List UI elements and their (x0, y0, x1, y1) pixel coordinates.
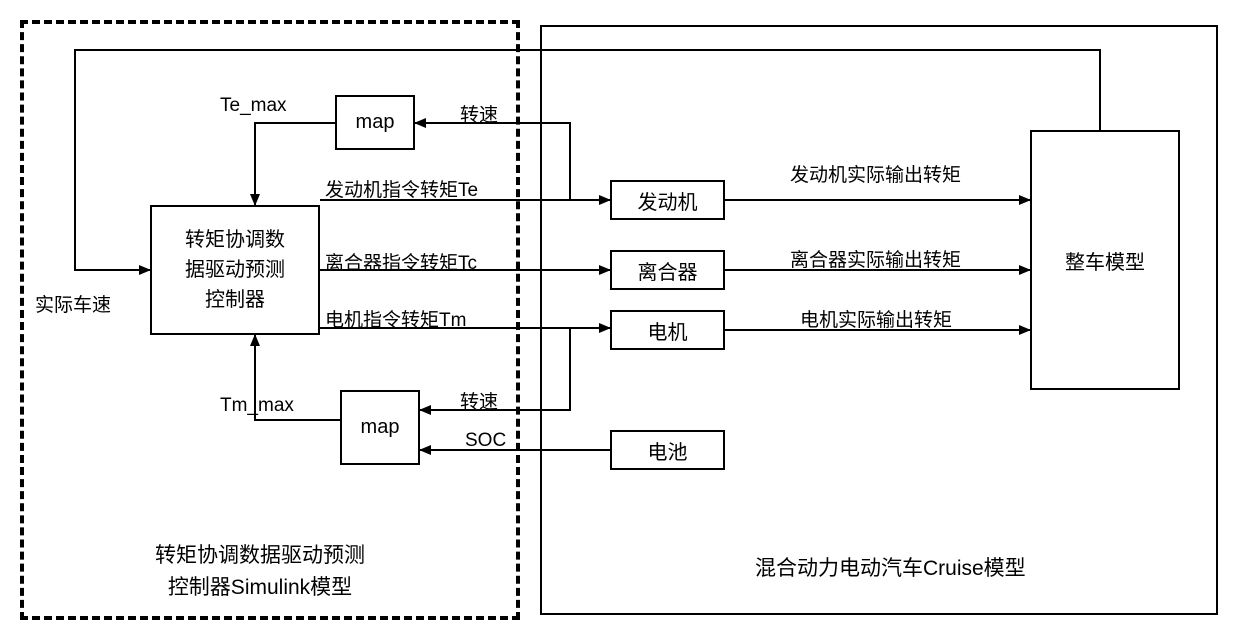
mot-out-label: 电机实际输出转矩 (800, 305, 952, 332)
te-max-label: Te_max (220, 95, 287, 117)
map-top-label: map (356, 111, 395, 134)
motor-label: 电机 (648, 316, 688, 345)
clu-out-label: 离合器实际输出转矩 (790, 245, 961, 272)
map-bot-label: map (361, 416, 400, 439)
controller-box: 转矩协调数据驱动预测控制器 (150, 205, 320, 335)
vehicle-box: 整车模型 (1030, 130, 1180, 390)
battery-label: 电池 (648, 436, 688, 465)
tm-label: 电机指令转矩Tm (325, 305, 466, 332)
region-left-label: 转矩协调数据驱动预测 控制器Simulink模型 (125, 540, 395, 603)
map-bot-box: map (340, 390, 420, 465)
speed-bot-label: 转速 (460, 387, 498, 414)
motor-box: 电机 (610, 310, 725, 350)
battery-box: 电池 (610, 430, 725, 470)
soc-label: SOC (465, 430, 506, 452)
controller-label: 转矩协调数据驱动预测控制器 (185, 225, 285, 315)
clutch-box: 离合器 (610, 250, 725, 290)
clutch-label: 离合器 (638, 256, 698, 285)
region-right-label: 混合动力电动汽车Cruise模型 (755, 552, 1026, 582)
speed-top-label: 转速 (460, 100, 498, 127)
engine-label: 发动机 (638, 186, 698, 215)
vehicle-label: 整车模型 (1065, 246, 1145, 275)
tm-max-label: Tm_max (220, 395, 294, 417)
eng-out-label: 发动机实际输出转矩 (790, 160, 961, 187)
tc-label: 离合器指令转矩Tc (325, 248, 477, 275)
actual-speed-label: 实际车速 (35, 290, 111, 317)
map-top-box: map (335, 95, 415, 150)
engine-box: 发动机 (610, 180, 725, 220)
te-label: 发动机指令转矩Te (325, 175, 478, 202)
